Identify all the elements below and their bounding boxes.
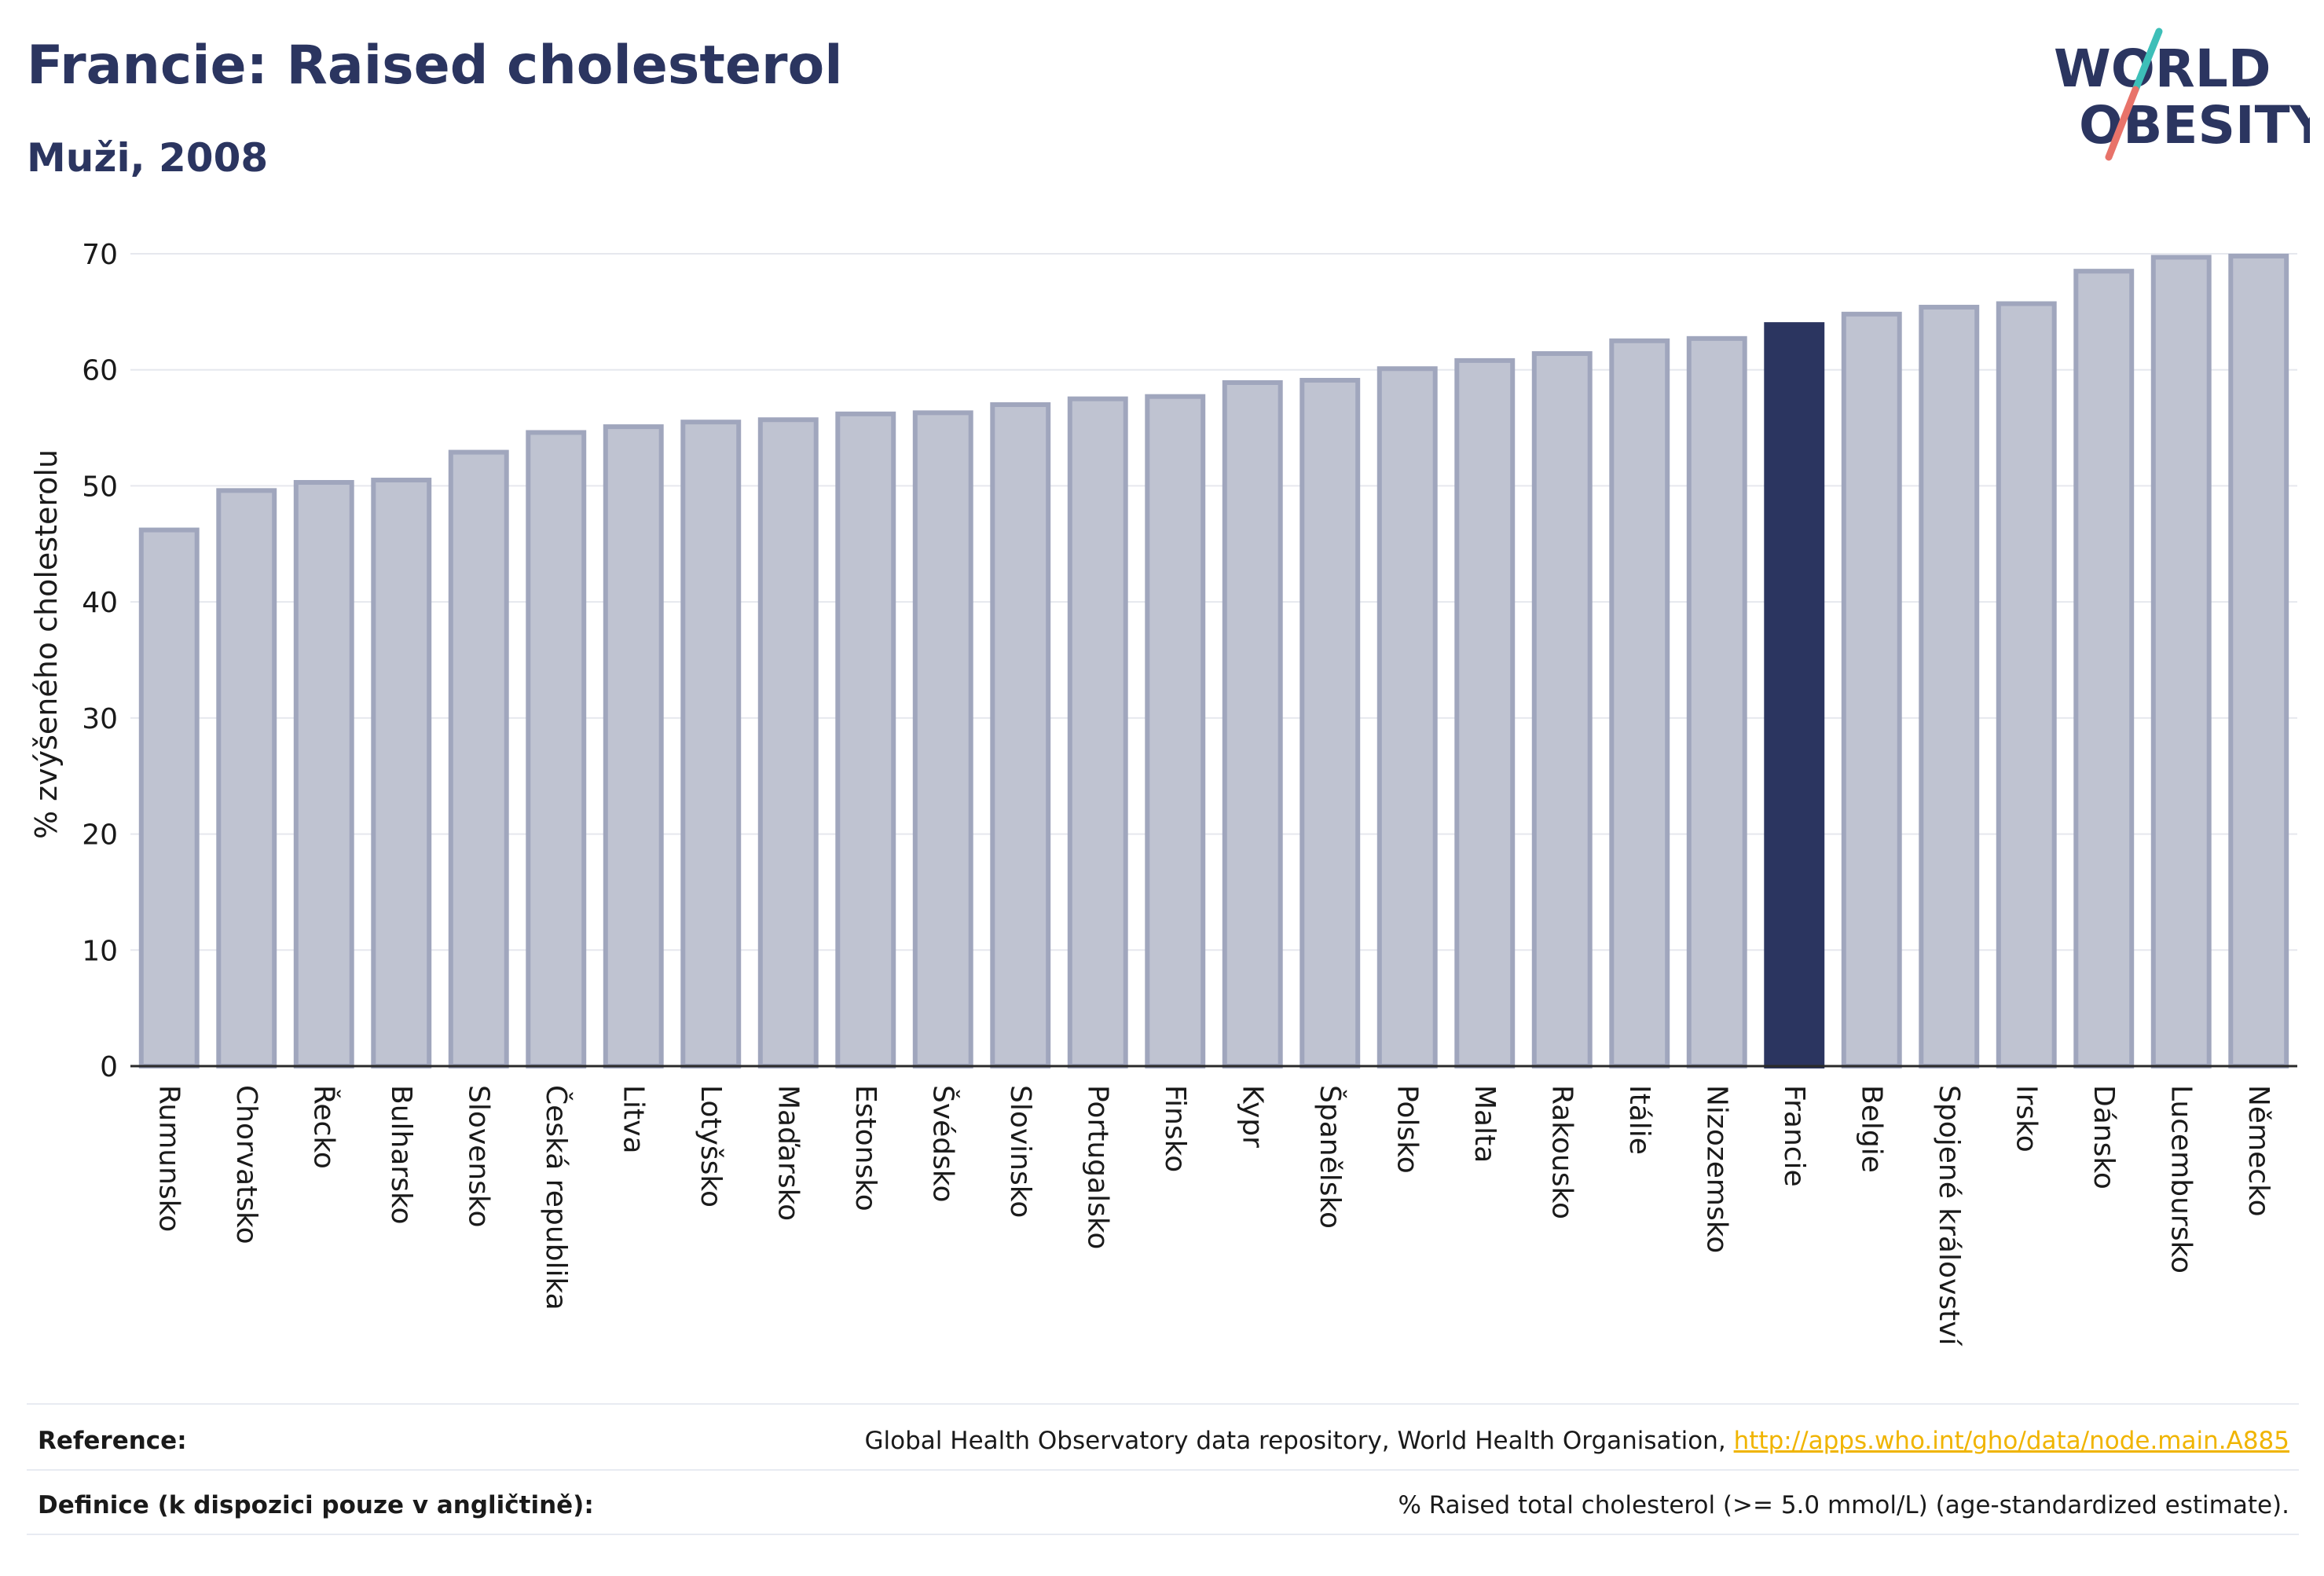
x-tick-label: Spojené království — [1933, 1085, 1965, 1347]
bar — [1609, 338, 1670, 1068]
bar-chart: % zvýšeného cholesterolu 0 10 20 30 40 50 60 70… — [29, 239, 2297, 1347]
x-tick-label: Německo — [2242, 1085, 2275, 1217]
bar — [680, 420, 742, 1068]
bar-highlight — [1764, 322, 1825, 1068]
x-tick-label: Česká republika — [540, 1085, 573, 1310]
x-tick-label: Litva — [617, 1085, 649, 1154]
x-tick-label: Slovensko — [462, 1085, 494, 1228]
logo-slash-teal — [2132, 27, 2163, 93]
bar — [216, 488, 277, 1068]
reference-label: Reference: — [38, 1427, 187, 1455]
world-obesity-logo: WORLD OBESITY — [2054, 27, 2310, 161]
y-tick-label: 60 — [82, 355, 118, 387]
y-tick-label: 10 — [82, 935, 118, 967]
y-tick-label: 0 — [100, 1051, 118, 1083]
y-tick-label: 20 — [82, 819, 118, 852]
bar — [1145, 394, 1206, 1068]
logo-line-obesity: OBESITY — [2079, 95, 2310, 156]
bar — [1531, 351, 1593, 1068]
x-tick-label: Itálie — [1623, 1085, 1655, 1155]
y-tick-label: 50 — [82, 471, 118, 503]
reference-source: Global Health Observatory data repositor… — [864, 1427, 1734, 1455]
footer-divider-bottom — [27, 1534, 2299, 1535]
definition-label: Definice (k dispozici pouze v angličtině… — [38, 1491, 594, 1519]
y-tick-label: 30 — [82, 703, 118, 735]
bar — [1841, 311, 1902, 1069]
x-tick-label: Malta — [1468, 1085, 1501, 1163]
bar — [2150, 255, 2212, 1069]
logo-slash-coral — [2105, 86, 2139, 161]
bar — [912, 410, 973, 1068]
x-tick-label: Polsko — [1391, 1085, 1423, 1174]
bar — [1299, 378, 1361, 1069]
bar — [1067, 396, 1128, 1068]
bar — [603, 424, 664, 1068]
chart-title: Francie: Raised cholesterol — [27, 35, 843, 97]
bar — [1996, 301, 2057, 1068]
x-tick-label: Řecko — [307, 1085, 340, 1169]
bar — [1376, 366, 1438, 1069]
x-tick-label: Estonsko — [849, 1085, 882, 1211]
x-tick-label: Bulharsko — [385, 1085, 417, 1225]
bar — [1454, 357, 1516, 1068]
bar — [2228, 253, 2289, 1068]
bar — [293, 479, 354, 1068]
x-tick-label: Maďarsko — [772, 1085, 804, 1221]
bar — [990, 402, 1051, 1068]
logo-line-world: WORLD — [2054, 38, 2271, 99]
y-axis-label: % zvýšeného cholesterolu — [29, 449, 64, 839]
x-tick-label: Rumunsko — [152, 1085, 185, 1232]
definition-text: % Raised total cholesterol (>= 5.0 mmol/… — [1398, 1491, 2289, 1519]
bar — [2073, 269, 2135, 1068]
x-tick-label: Nizozemsko — [1700, 1085, 1732, 1253]
x-tick-label: Finsko — [1159, 1085, 1191, 1172]
x-tick-label: Chorvatsko — [230, 1085, 262, 1244]
bar — [448, 449, 509, 1068]
x-tick-label: Francie — [1778, 1085, 1810, 1187]
x-tick-label: Lucembursko — [2165, 1085, 2197, 1274]
chart-subtitle: Muži, 2008 — [27, 135, 269, 181]
bar — [1919, 304, 1980, 1069]
x-tick-label: Irsko — [2010, 1085, 2042, 1153]
bar — [371, 478, 432, 1068]
bar — [835, 411, 896, 1068]
bar — [526, 430, 587, 1068]
bar — [1686, 335, 1747, 1068]
x-tick-label: Belgie — [1855, 1085, 1887, 1173]
y-tick-label: 40 — [82, 587, 118, 619]
x-tick-label: Švédsko — [926, 1085, 959, 1203]
bar — [1222, 379, 1283, 1069]
x-tick-label: Dánsko — [2088, 1085, 2120, 1189]
x-tick-label: Portugalsko — [1081, 1085, 1113, 1249]
x-tick-label: Slovinsko — [1004, 1085, 1036, 1218]
reference-text: Global Health Observatory data repositor… — [865, 1427, 2289, 1455]
x-tick-label: Rakousko — [1545, 1085, 1578, 1219]
x-tick-label: Španělsko — [1314, 1085, 1347, 1229]
bar — [138, 527, 200, 1068]
y-tick-label: 70 — [82, 239, 118, 271]
reference-link[interactable]: http://apps.who.int/gho/data/node.main.A… — [1733, 1427, 2289, 1455]
footer-divider-top — [27, 1403, 2299, 1405]
footer-divider-middle — [27, 1469, 2299, 1471]
x-tick-label: Lotyšsko — [695, 1085, 727, 1208]
bar — [757, 417, 819, 1068]
x-tick-label: Kypr — [1236, 1085, 1268, 1148]
